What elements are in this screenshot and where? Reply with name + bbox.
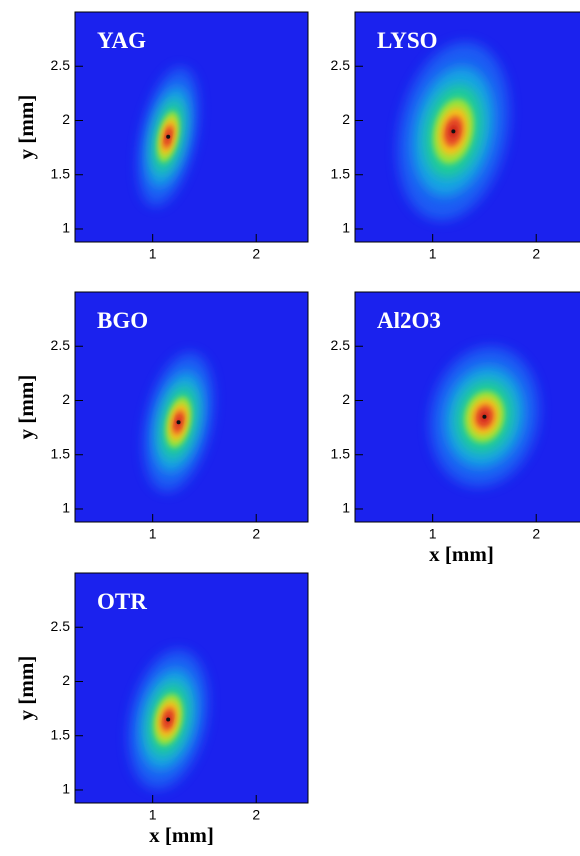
plot-frame [74,11,309,243]
peak [166,717,171,722]
peak [482,414,487,419]
x-tick-label: 2 [252,246,260,262]
y-tick-label: 2 [342,391,350,407]
peak [451,129,456,134]
heatmap-blob [138,67,199,206]
y-tick-label: 1.5 [51,726,71,742]
x-tick-label: 1 [149,246,157,262]
y-tick-label: 2.5 [331,57,351,73]
x-tick-label: 1 [149,526,157,542]
panel: 1 2 1 1.5 2 2.5 YAG y [mm] [14,11,309,262]
panel: 1 2 1 1.5 2 2.5 Al2O3 x [mm] [331,291,580,566]
y-tick-label: 1 [62,781,70,797]
heatmap-blob [128,650,208,789]
panel-title: YAG [97,28,146,53]
heatmap-blob [143,352,214,492]
panel-title: OTR [97,589,147,614]
y-tick-label: 1.5 [331,165,351,181]
panel: 1 2 1 1.5 2 2.5 BGO y [mm] [14,291,309,542]
plot-frame [74,291,309,523]
y-tick-label: 2 [62,672,70,688]
x-tick-label: 1 [429,246,437,262]
x-tick-label: 1 [429,526,437,542]
x-axis-label: x [mm] [429,542,494,566]
x-tick-label: 2 [532,526,540,542]
y-tick-label: 1.5 [331,445,351,461]
panel: 1 2 1 1.5 2 2.5 OTR y [mm] x [mm] [14,572,309,847]
y-axis-label: y [mm] [14,95,38,160]
y-tick-label: 2.5 [51,337,71,353]
panel-title: Al2O3 [377,308,441,333]
y-tick-label: 1.5 [51,165,71,181]
y-tick-label: 2.5 [51,57,71,73]
heatmap-blob [397,42,510,221]
x-tick-label: 2 [532,246,540,262]
y-axis-label: y [mm] [14,375,38,440]
y-tick-label: 2 [342,111,350,127]
panel: 1 2 1 1.5 2 2.5 LYSO [331,11,580,262]
y-tick-label: 1 [342,220,350,236]
y-tick-label: 2 [62,111,70,127]
y-tick-label: 1 [62,220,70,236]
y-tick-label: 1 [62,500,70,516]
x-tick-label: 1 [149,807,157,823]
x-tick-label: 2 [252,526,260,542]
y-tick-label: 2 [62,391,70,407]
y-tick-label: 2.5 [331,337,351,353]
y-tick-label: 1 [342,500,350,516]
peak [166,134,171,139]
y-tick-label: 2.5 [51,618,71,634]
heatmap-blob [429,346,540,487]
x-tick-label: 2 [252,807,260,823]
peak [176,420,181,425]
plot-frame [354,11,580,243]
panel-title: LYSO [377,28,438,53]
panel-title: BGO [97,308,148,333]
x-axis-label: x [mm] [149,823,214,847]
plot-frame [354,291,580,523]
y-axis-label: y [mm] [14,656,38,721]
y-tick-label: 1.5 [51,445,71,461]
plot-frame [74,572,309,804]
